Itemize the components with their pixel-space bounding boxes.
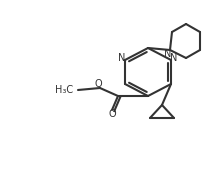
Text: N: N [164, 49, 172, 59]
Text: N: N [118, 53, 126, 63]
Text: N: N [170, 53, 178, 63]
Text: H₃C: H₃C [55, 85, 73, 95]
Text: O: O [94, 79, 102, 89]
Text: O: O [108, 109, 116, 119]
